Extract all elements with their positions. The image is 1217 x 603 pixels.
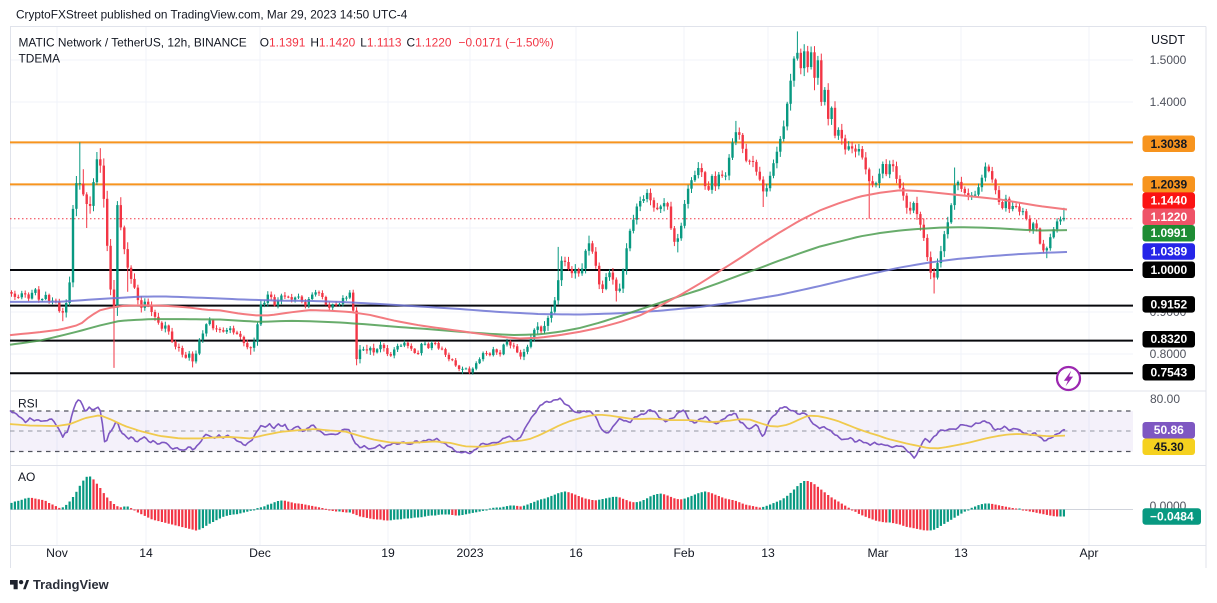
svg-text:0.7543: 0.7543 bbox=[1150, 365, 1187, 379]
svg-text:Feb: Feb bbox=[673, 546, 694, 560]
svg-text:1.4000: 1.4000 bbox=[1150, 95, 1187, 109]
svg-text:1.1220: 1.1220 bbox=[1150, 210, 1187, 224]
svg-text:1.3038: 1.3038 bbox=[1150, 137, 1187, 151]
svg-text:0.9152: 0.9152 bbox=[1150, 297, 1187, 311]
svg-text:16: 16 bbox=[569, 546, 583, 560]
svg-text:19: 19 bbox=[381, 546, 395, 560]
svg-text:0.8000: 0.8000 bbox=[1150, 347, 1187, 361]
svg-text:USDT: USDT bbox=[1151, 33, 1185, 47]
svg-text:1.2039: 1.2039 bbox=[1150, 177, 1187, 191]
svg-text:Nov: Nov bbox=[46, 546, 69, 560]
svg-text:AO: AO bbox=[18, 470, 35, 484]
svg-text:TradingView: TradingView bbox=[33, 577, 110, 592]
svg-text:Dec: Dec bbox=[249, 546, 271, 560]
svg-text:MATIC Network / TetherUS, 12h,: MATIC Network / TetherUS, 12h, BINANCE O1… bbox=[19, 36, 554, 50]
svg-text:13: 13 bbox=[954, 546, 968, 560]
svg-text:−0.0484: −0.0484 bbox=[1150, 510, 1194, 524]
svg-text:TDEMA: TDEMA bbox=[19, 52, 61, 66]
svg-text:CryptoFXStreet published on Tr: CryptoFXStreet published on TradingView.… bbox=[16, 8, 408, 22]
svg-text:45.30: 45.30 bbox=[1154, 440, 1184, 454]
svg-text:1.1440: 1.1440 bbox=[1150, 194, 1187, 208]
svg-text:50.86: 50.86 bbox=[1154, 423, 1184, 437]
svg-text:14: 14 bbox=[139, 546, 153, 560]
svg-text:2023: 2023 bbox=[456, 546, 483, 560]
svg-text:Apr: Apr bbox=[1080, 546, 1099, 560]
svg-text:1.0000: 1.0000 bbox=[1150, 263, 1187, 277]
svg-text:0.8320: 0.8320 bbox=[1150, 332, 1187, 346]
svg-text:1.5000: 1.5000 bbox=[1150, 53, 1187, 67]
svg-text:1.0389: 1.0389 bbox=[1150, 245, 1187, 259]
svg-text:Mar: Mar bbox=[868, 546, 889, 560]
svg-text:80.00: 80.00 bbox=[1150, 392, 1180, 406]
svg-text:RSI: RSI bbox=[18, 397, 38, 411]
svg-text:1.0991: 1.0991 bbox=[1150, 226, 1187, 240]
svg-text:13: 13 bbox=[761, 546, 775, 560]
